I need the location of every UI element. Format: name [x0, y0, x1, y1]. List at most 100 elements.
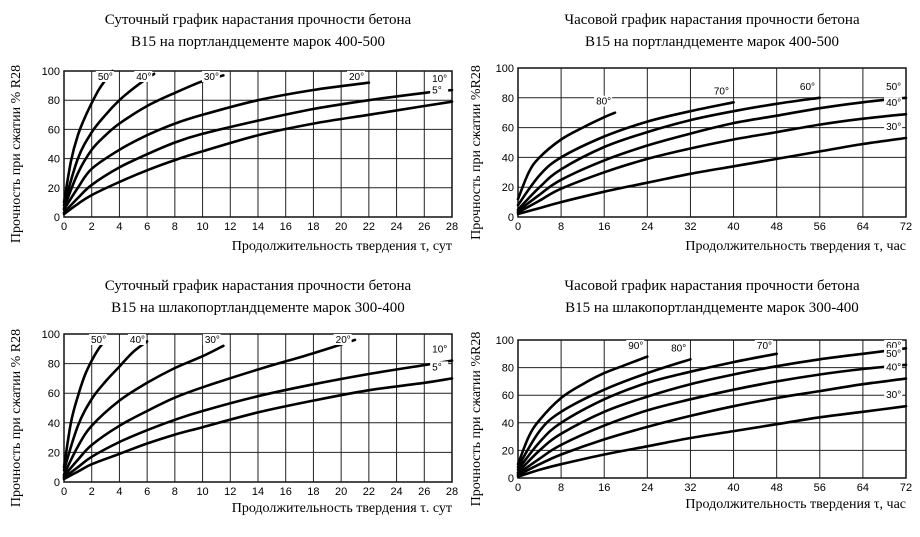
x-tick-label: 22 — [363, 221, 375, 233]
x-tick-label: 16 — [280, 486, 292, 498]
plot-frame — [63, 70, 453, 218]
y-tick-label: 100 — [496, 63, 514, 75]
y-tick-label: 40 — [48, 154, 60, 166]
series-label-bg — [88, 334, 107, 345]
series-label: 80° — [596, 97, 611, 108]
series-label-bg — [201, 71, 220, 82]
series-label-bg — [430, 343, 449, 355]
x-tick-label: 20 — [335, 486, 347, 498]
series-line — [516, 355, 649, 466]
x-tick-label: 10 — [196, 221, 208, 233]
series-label: 80° — [671, 343, 686, 354]
x-tick-label: 16 — [280, 221, 292, 233]
x-tick-label: 14 — [252, 486, 264, 498]
y-tick-label: 0 — [54, 477, 60, 489]
y-axis-label: Прочность при сжатии %R28 — [469, 332, 484, 507]
series-line — [516, 347, 908, 474]
chart-hourly-slag: Часовой график нарастания прочности бето… — [469, 278, 912, 512]
y-tick-label: 20 — [502, 182, 514, 194]
y-tick-label: 20 — [502, 445, 514, 457]
series-label-bg — [884, 347, 903, 359]
series-label: 40° — [130, 335, 145, 346]
x-tick-label: 40 — [727, 482, 739, 494]
x-tick-label: 8 — [172, 221, 178, 233]
y-tick-label: 20 — [48, 183, 60, 195]
x-tick-label: 8 — [558, 221, 564, 233]
chart-daily-portland: Суточный график нарастания прочности бет… — [9, 12, 458, 254]
x-tick-label: 24 — [641, 221, 653, 233]
series-line — [62, 340, 149, 472]
x-tick-label: 2 — [89, 486, 95, 498]
x-tick-label: 4 — [116, 221, 122, 233]
series-label: 40° — [886, 98, 901, 109]
series-line — [62, 74, 225, 210]
chart-title-line: Часовой график нарастания прочности бето… — [564, 12, 860, 28]
x-tick-label: 6 — [144, 221, 150, 233]
grid — [517, 339, 907, 479]
x-tick-label: 10 — [196, 486, 208, 498]
x-tick-label: 22 — [363, 486, 375, 498]
y-tick-label: 60 — [502, 390, 514, 402]
grid — [63, 70, 453, 218]
series-label-bg — [669, 342, 688, 354]
x-tick-label: 16 — [598, 221, 610, 233]
series-label: 60° — [886, 341, 901, 352]
x-tick-label: 0 — [515, 482, 521, 494]
y-axis-label: Прочность при сжатии %R28 — [469, 65, 484, 240]
series-label-bg — [134, 71, 153, 82]
x-tick-label: 26 — [418, 221, 430, 233]
series-label: 50° — [98, 72, 113, 83]
series-label: 40° — [136, 72, 151, 83]
x-tick-label: 32 — [684, 482, 696, 494]
y-tick-label: 0 — [508, 212, 514, 224]
series-line — [516, 352, 778, 471]
y-tick-label: 60 — [48, 388, 60, 400]
grid — [63, 333, 453, 483]
x-tick-label: 4 — [116, 486, 122, 498]
series-label-bg — [626, 340, 645, 351]
x-tick-label: 32 — [684, 221, 696, 233]
x-tick-label: 14 — [252, 221, 264, 233]
x-tick-label: 64 — [857, 482, 869, 494]
series-label: 60° — [800, 82, 815, 93]
x-tick-label: 28 — [446, 221, 458, 233]
x-tick-label: 48 — [771, 482, 783, 494]
series-line — [516, 377, 908, 477]
chart-title-line: Суточный график нарастания прочности бет… — [105, 278, 412, 294]
x-tick-label: 8 — [558, 482, 564, 494]
series-label: 50° — [886, 349, 901, 360]
series-label-bg — [884, 121, 903, 133]
series-label: 30° — [205, 335, 220, 346]
series-label-bg — [884, 389, 903, 401]
series-line — [62, 344, 225, 476]
series-label: 10° — [432, 345, 447, 356]
y-tick-label: 40 — [48, 418, 60, 430]
y-tick-label: 60 — [48, 124, 60, 136]
series-label: 50° — [886, 82, 901, 93]
series-label: 50° — [91, 335, 106, 346]
series-label-bg — [346, 71, 365, 82]
series-line — [516, 404, 908, 478]
chart-daily-slag: Суточный график нарастания прочности бет… — [9, 278, 458, 516]
series-label-bg — [884, 80, 903, 92]
x-tick-label: 64 — [857, 221, 869, 233]
x-tick-label: 24 — [390, 486, 402, 498]
x-tick-label: 48 — [771, 221, 783, 233]
series-label-bg — [333, 334, 352, 345]
series-line — [62, 359, 454, 479]
x-tick-label: 24 — [641, 482, 653, 494]
x-tick-label: 40 — [727, 221, 739, 233]
series-label: 10° — [432, 74, 447, 85]
chart-title-line: Суточный график нарастания прочности бет… — [105, 12, 412, 28]
y-tick-label: 0 — [54, 212, 60, 224]
series-label: 90° — [628, 341, 643, 352]
x-tick-label: 72 — [900, 482, 912, 494]
series-line — [62, 88, 454, 214]
x-axis-label: Продолжительность твердения τ. сут — [232, 501, 452, 516]
series-label-bg — [430, 361, 449, 373]
x-tick-label: 56 — [814, 221, 826, 233]
series-label: 70° — [714, 86, 729, 97]
x-tick-label: 26 — [418, 486, 430, 498]
x-tick-label: 16 — [598, 482, 610, 494]
y-tick-label: 100 — [42, 329, 60, 341]
